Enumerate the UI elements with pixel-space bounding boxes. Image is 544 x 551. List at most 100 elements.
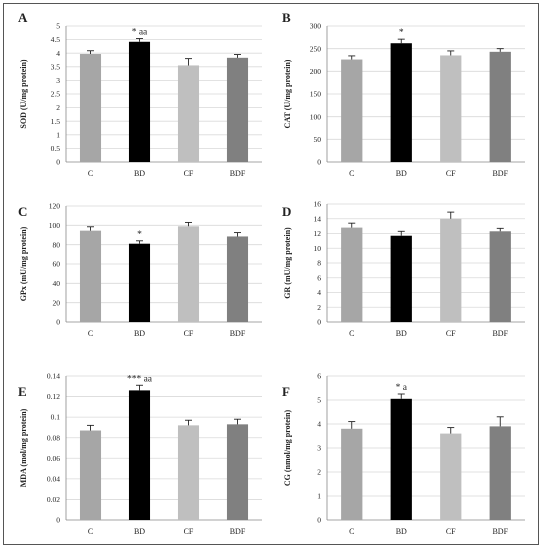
y-tick-label: 0.12 bbox=[47, 392, 60, 401]
y-tick-label: 3 bbox=[56, 76, 60, 85]
y-tick-label: 100 bbox=[49, 221, 61, 230]
y-tick-label: 300 bbox=[310, 22, 322, 31]
y-tick-label: 50 bbox=[314, 135, 322, 144]
y-axis-title: GPx (mU/mg protein) bbox=[19, 226, 28, 301]
bar-b-cf bbox=[440, 55, 462, 162]
y-axis-title: CAT (U/mg protein) bbox=[283, 59, 292, 128]
bar-b-c bbox=[341, 59, 363, 163]
significance-label: *** aa bbox=[127, 374, 153, 384]
category-label: BD bbox=[396, 329, 407, 338]
bar-a-bdf bbox=[226, 57, 249, 162]
bar-d-cf bbox=[440, 218, 462, 322]
category-label: CF bbox=[184, 169, 194, 178]
category-label: C bbox=[349, 527, 354, 536]
y-tick-label: 1 bbox=[317, 492, 321, 501]
bar-a-bd bbox=[128, 41, 151, 162]
bar-e-bdf bbox=[226, 424, 249, 520]
y-tick-label: 2 bbox=[317, 468, 321, 477]
y-tick-label: 5 bbox=[56, 22, 60, 31]
category-label: CF bbox=[446, 527, 456, 536]
y-tick-label: 6 bbox=[317, 372, 321, 381]
significance-label: * bbox=[137, 230, 142, 240]
y-tick-label: 2 bbox=[56, 103, 60, 112]
y-tick-label: 12 bbox=[314, 229, 322, 238]
bar-c-bd bbox=[128, 243, 151, 322]
y-axis-title: CG (nmol/mg protein) bbox=[283, 410, 292, 487]
y-tick-label: 100 bbox=[310, 112, 322, 121]
panel-letter-a: A bbox=[18, 10, 28, 25]
y-tick-label: 8 bbox=[317, 259, 321, 268]
y-tick-label: 200 bbox=[310, 67, 322, 76]
y-tick-label: 1.5 bbox=[51, 117, 61, 126]
y-tick-label: 0 bbox=[56, 158, 60, 167]
y-tick-label: 0.5 bbox=[51, 144, 61, 153]
category-label: C bbox=[88, 329, 93, 338]
category-label: C bbox=[88, 169, 93, 178]
y-tick-label: 0.1 bbox=[51, 413, 61, 422]
y-tick-label: 0 bbox=[56, 318, 60, 327]
category-label: CF bbox=[184, 329, 194, 338]
y-tick-label: 4 bbox=[56, 49, 60, 58]
y-tick-label: 60 bbox=[53, 260, 61, 269]
category-label: C bbox=[349, 329, 354, 338]
panel-letter-e: E bbox=[18, 384, 27, 399]
category-label: BDF bbox=[230, 169, 246, 178]
panel-letter-c: C bbox=[18, 204, 27, 219]
category-label: BD bbox=[396, 169, 407, 178]
panel-letter-d: D bbox=[282, 204, 291, 219]
y-tick-label: 80 bbox=[53, 240, 61, 249]
y-tick-label: 0.02 bbox=[47, 495, 60, 504]
y-tick-label: 0 bbox=[317, 158, 321, 167]
y-tick-label: 20 bbox=[53, 298, 61, 307]
panel-letter-f: F bbox=[282, 384, 290, 399]
bar-b-bdf bbox=[489, 51, 511, 163]
y-tick-label: 0.08 bbox=[47, 433, 60, 442]
bar-c-bdf bbox=[226, 236, 249, 322]
panel-letter-b: B bbox=[282, 10, 291, 25]
y-tick-label: 5 bbox=[317, 396, 321, 405]
category-label: CF bbox=[446, 329, 456, 338]
category-label: BDF bbox=[492, 169, 508, 178]
y-axis-title: MDA (mol/mg protein) bbox=[19, 408, 28, 487]
significance-label: * a bbox=[396, 383, 408, 393]
category-label: BDF bbox=[492, 329, 508, 338]
bar-a-c bbox=[79, 54, 102, 162]
y-tick-label: 4 bbox=[317, 288, 321, 297]
bar-b-bd bbox=[390, 43, 412, 162]
y-tick-label: 3.5 bbox=[51, 62, 61, 71]
y-tick-label: 0 bbox=[56, 516, 60, 525]
category-label: C bbox=[88, 527, 93, 536]
bar-c-cf bbox=[177, 226, 200, 322]
y-tick-label: 0.06 bbox=[47, 454, 60, 463]
category-label: BDF bbox=[492, 527, 508, 536]
y-tick-label: 0.04 bbox=[47, 474, 60, 483]
figure-frame: A 0 0.5 1 1.5 2 2.5 3 3.5 4 4.5 5 C BD * aa CF BDF SOD (U… bbox=[3, 3, 539, 545]
bar-d-c bbox=[341, 227, 363, 322]
y-tick-label: 250 bbox=[310, 44, 322, 53]
y-tick-label: 6 bbox=[317, 273, 321, 282]
y-tick-label: 2.5 bbox=[51, 90, 61, 99]
y-tick-label: 4.5 bbox=[51, 35, 61, 44]
category-label: BD bbox=[134, 329, 145, 338]
category-label: CF bbox=[184, 527, 194, 536]
bar-f-c bbox=[341, 428, 363, 520]
category-label: BDF bbox=[230, 329, 246, 338]
y-tick-label: 2 bbox=[317, 303, 321, 312]
y-tick-label: 0.14 bbox=[47, 372, 60, 381]
category-label: BD bbox=[134, 527, 145, 536]
bar-c-c bbox=[79, 230, 102, 322]
y-tick-label: 16 bbox=[314, 200, 322, 209]
bar-f-cf bbox=[440, 433, 462, 520]
y-tick-label: 4 bbox=[317, 420, 321, 429]
y-tick-label: 40 bbox=[53, 279, 61, 288]
y-tick-label: 3 bbox=[317, 444, 321, 453]
y-tick-label: 0 bbox=[317, 318, 321, 327]
bar-a-cf bbox=[177, 65, 200, 162]
y-tick-label: 120 bbox=[49, 202, 61, 211]
bar-e-c bbox=[79, 430, 102, 520]
y-tick-label: 150 bbox=[310, 90, 322, 99]
y-tick-label: 1 bbox=[56, 130, 60, 139]
y-tick-label: 0 bbox=[317, 516, 321, 525]
bar-f-bd bbox=[390, 398, 412, 520]
